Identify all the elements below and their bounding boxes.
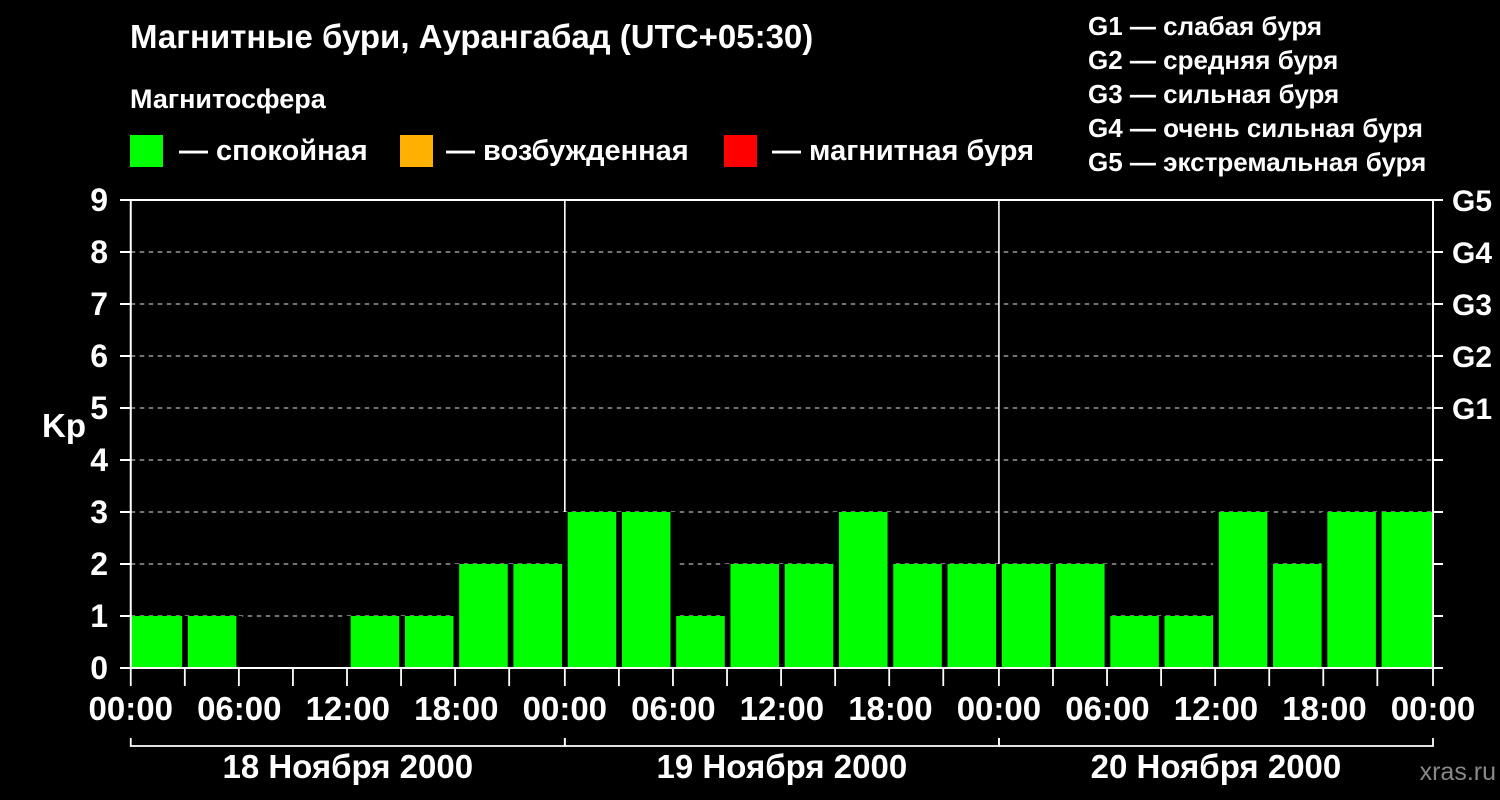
svg-text:18:00: 18:00 [414,690,498,727]
svg-text:06:00: 06:00 [631,690,715,727]
svg-text:Kp: Kp [42,407,86,444]
svg-text:12:00: 12:00 [740,690,824,727]
svg-text:1: 1 [90,598,108,634]
svg-text:3: 3 [90,494,108,530]
svg-text:7: 7 [90,286,108,322]
svg-text:9: 9 [90,182,108,218]
svg-text:G1: G1 [1452,393,1492,426]
svg-text:4: 4 [90,442,108,478]
svg-text:6: 6 [90,338,108,374]
svg-text:xras.ru: xras.ru [1420,758,1496,786]
svg-text:Магнитные бури, Аурангабад (UT: Магнитные бури, Аурангабад (UTC+05:30) [130,18,813,55]
svg-text:12:00: 12:00 [306,690,390,727]
svg-text:G3: G3 [1452,289,1492,322]
svg-text:— спокойная: — спокойная [179,135,368,167]
svg-text:12:00: 12:00 [1174,690,1258,727]
svg-text:19 Ноября 2000: 19 Ноября 2000 [657,748,908,785]
svg-text:00:00: 00:00 [1391,690,1475,727]
svg-text:0: 0 [90,650,108,686]
svg-text:00:00: 00:00 [957,690,1041,727]
svg-text:G4 — очень сильная буря: G4 — очень сильная буря [1088,113,1423,143]
svg-text:18 Ноября 2000: 18 Ноября 2000 [222,748,473,785]
svg-text:8: 8 [90,234,108,270]
svg-text:18:00: 18:00 [1282,690,1366,727]
svg-text:G2 — средняя буря: G2 — средняя буря [1088,45,1338,75]
svg-text:06:00: 06:00 [197,690,281,727]
svg-text:00:00: 00:00 [89,690,173,727]
svg-text:— возбужденная: — возбужденная [446,135,689,167]
svg-text:5: 5 [90,390,108,426]
svg-text:06:00: 06:00 [1065,690,1149,727]
svg-text:20 Ноября 2000: 20 Ноября 2000 [1091,748,1342,785]
svg-text:G5: G5 [1452,185,1492,218]
svg-text:2: 2 [90,546,108,582]
svg-text:18:00: 18:00 [848,690,932,727]
svg-text:G5 — экстремальная буря: G5 — экстремальная буря [1088,147,1426,177]
svg-text:G3 — сильная буря: G3 — сильная буря [1088,79,1339,109]
svg-text:G4: G4 [1452,237,1492,270]
svg-text:G2: G2 [1452,341,1492,374]
svg-text:Магнитосфера: Магнитосфера [130,84,327,114]
svg-text:G1 — слабая буря: G1 — слабая буря [1088,11,1322,41]
svg-text:— магнитная буря: — магнитная буря [772,135,1034,167]
svg-text:00:00: 00:00 [523,690,607,727]
